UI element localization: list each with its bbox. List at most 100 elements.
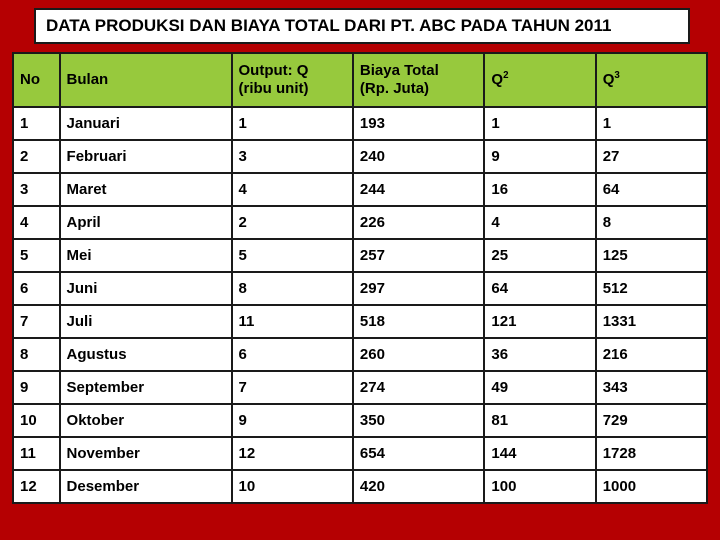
cell-q2: 9 bbox=[484, 140, 595, 173]
cell-output: 4 bbox=[232, 173, 353, 206]
cell-q2: 121 bbox=[484, 305, 595, 338]
cell-q2: 36 bbox=[484, 338, 595, 371]
table-row: 11November126541441728 bbox=[13, 437, 707, 470]
cell-no: 9 bbox=[13, 371, 60, 404]
cell-q2: 81 bbox=[484, 404, 595, 437]
cell-output: 11 bbox=[232, 305, 353, 338]
header-sublabel: (Rp. Juta) bbox=[360, 80, 429, 97]
table-row: 2Februari3240927 bbox=[13, 140, 707, 173]
header-label: Q bbox=[603, 71, 615, 88]
cell-q3: 27 bbox=[596, 140, 707, 173]
cell-bulan: September bbox=[60, 371, 232, 404]
cell-biaya: 257 bbox=[353, 239, 485, 272]
cell-biaya: 260 bbox=[353, 338, 485, 371]
cell-bulan: Desember bbox=[60, 470, 232, 503]
header-sup: 3 bbox=[614, 70, 619, 81]
cell-output: 7 bbox=[232, 371, 353, 404]
cell-bulan: Januari bbox=[60, 107, 232, 140]
cell-biaya: 244 bbox=[353, 173, 485, 206]
cell-no: 6 bbox=[13, 272, 60, 305]
header-label: Bulan bbox=[67, 71, 109, 88]
cell-bulan: Mei bbox=[60, 239, 232, 272]
table-row: 6Juni829764512 bbox=[13, 272, 707, 305]
cell-bulan: Februari bbox=[60, 140, 232, 173]
cell-q3: 729 bbox=[596, 404, 707, 437]
cell-no: 7 bbox=[13, 305, 60, 338]
cell-q2: 16 bbox=[484, 173, 595, 206]
cell-biaya: 420 bbox=[353, 470, 485, 503]
header-sublabel: (ribu unit) bbox=[239, 80, 309, 97]
cell-q3: 1 bbox=[596, 107, 707, 140]
table-row: 9September727449343 bbox=[13, 371, 707, 404]
cell-biaya: 193 bbox=[353, 107, 485, 140]
table-row: 1Januari119311 bbox=[13, 107, 707, 140]
cell-q2: 144 bbox=[484, 437, 595, 470]
cell-biaya: 226 bbox=[353, 206, 485, 239]
cell-output: 2 bbox=[232, 206, 353, 239]
cell-q3: 1000 bbox=[596, 470, 707, 503]
header-sup: 2 bbox=[503, 70, 508, 81]
cell-output: 1 bbox=[232, 107, 353, 140]
table-row: 8Agustus626036216 bbox=[13, 338, 707, 371]
cell-q2: 100 bbox=[484, 470, 595, 503]
cell-q3: 512 bbox=[596, 272, 707, 305]
cell-q3: 1331 bbox=[596, 305, 707, 338]
cell-no: 12 bbox=[13, 470, 60, 503]
cell-bulan: Juli bbox=[60, 305, 232, 338]
cell-q3: 125 bbox=[596, 239, 707, 272]
table-row: 7Juli115181211331 bbox=[13, 305, 707, 338]
cell-no: 5 bbox=[13, 239, 60, 272]
cell-no: 8 bbox=[13, 338, 60, 371]
table-row: 5Mei525725125 bbox=[13, 239, 707, 272]
cell-biaya: 240 bbox=[353, 140, 485, 173]
col-header-output: Output: Q (ribu unit) bbox=[232, 53, 353, 107]
header-label: Q bbox=[491, 71, 503, 88]
cell-output: 5 bbox=[232, 239, 353, 272]
col-header-q3: Q3 bbox=[596, 53, 707, 107]
header-label: Biaya Total bbox=[360, 62, 439, 79]
cell-q2: 1 bbox=[484, 107, 595, 140]
table-row: 3Maret42441664 bbox=[13, 173, 707, 206]
cell-bulan: Oktober bbox=[60, 404, 232, 437]
cell-output: 10 bbox=[232, 470, 353, 503]
cell-bulan: April bbox=[60, 206, 232, 239]
cell-bulan: Agustus bbox=[60, 338, 232, 371]
table-body: 1Januari1193112Februari32409273Maret4244… bbox=[13, 107, 707, 503]
header-label: No bbox=[20, 71, 40, 88]
cell-q3: 216 bbox=[596, 338, 707, 371]
cell-q3: 343 bbox=[596, 371, 707, 404]
data-table: No Bulan Output: Q (ribu unit) Biaya Tot… bbox=[12, 52, 708, 504]
cell-q3: 64 bbox=[596, 173, 707, 206]
slide: DATA PRODUKSI DAN BIAYA TOTAL DARI PT. A… bbox=[0, 0, 720, 512]
cell-q3: 1728 bbox=[596, 437, 707, 470]
cell-no: 2 bbox=[13, 140, 60, 173]
table-row: 4April222648 bbox=[13, 206, 707, 239]
col-header-biaya: Biaya Total (Rp. Juta) bbox=[353, 53, 485, 107]
cell-bulan: November bbox=[60, 437, 232, 470]
page-title: DATA PRODUKSI DAN BIAYA TOTAL DARI PT. A… bbox=[34, 8, 690, 44]
cell-no: 10 bbox=[13, 404, 60, 437]
col-header-no: No bbox=[13, 53, 60, 107]
cell-output: 3 bbox=[232, 140, 353, 173]
cell-biaya: 350 bbox=[353, 404, 485, 437]
table-header-row: No Bulan Output: Q (ribu unit) Biaya Tot… bbox=[13, 53, 707, 107]
cell-no: 11 bbox=[13, 437, 60, 470]
cell-q2: 49 bbox=[484, 371, 595, 404]
cell-q2: 25 bbox=[484, 239, 595, 272]
cell-no: 3 bbox=[13, 173, 60, 206]
cell-no: 1 bbox=[13, 107, 60, 140]
cell-no: 4 bbox=[13, 206, 60, 239]
cell-output: 8 bbox=[232, 272, 353, 305]
cell-bulan: Maret bbox=[60, 173, 232, 206]
cell-output: 6 bbox=[232, 338, 353, 371]
cell-biaya: 274 bbox=[353, 371, 485, 404]
table-row: 12Desember104201001000 bbox=[13, 470, 707, 503]
cell-output: 12 bbox=[232, 437, 353, 470]
cell-biaya: 654 bbox=[353, 437, 485, 470]
header-label: Output: Q bbox=[239, 62, 309, 79]
cell-output: 9 bbox=[232, 404, 353, 437]
col-header-bulan: Bulan bbox=[60, 53, 232, 107]
cell-q3: 8 bbox=[596, 206, 707, 239]
cell-bulan: Juni bbox=[60, 272, 232, 305]
table-row: 10Oktober935081729 bbox=[13, 404, 707, 437]
